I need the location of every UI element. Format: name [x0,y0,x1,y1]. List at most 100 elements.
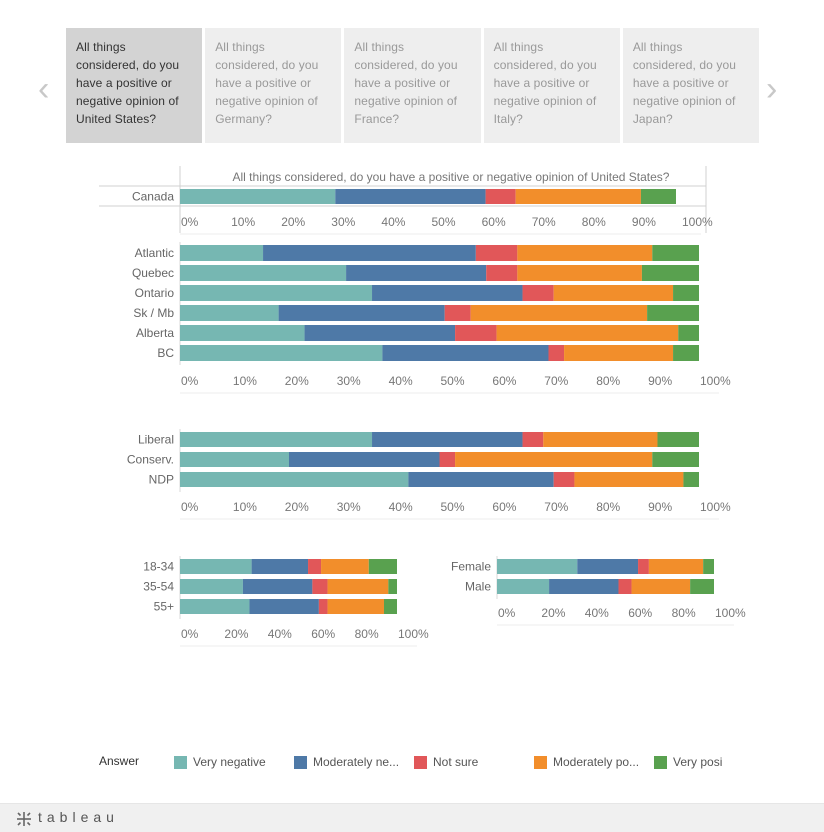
tick-label: 70% [544,500,568,514]
bar-segment [304,325,456,341]
bar-segment [180,245,264,261]
legend-title: Answer [99,754,140,768]
bar-segment [408,472,554,487]
bar-segment [372,432,523,447]
legend-item-moderately-negative[interactable]: Moderately ne... [294,752,399,772]
bar-segment [497,559,578,574]
tab-japan[interactable]: All things considered, do you have a pos… [622,28,760,143]
bar-segment [180,559,252,574]
bar-segment [180,432,373,447]
category-label: Male [465,580,491,594]
bar-segment [278,305,445,321]
bar-segment [517,265,642,281]
category-label: Canada [132,190,174,204]
bar-segment [497,579,550,594]
tick-label: 0% [181,374,199,388]
bar-segment [652,452,699,467]
category-label: BC [157,346,174,360]
tick-label: 0% [498,606,516,620]
bar-segment [549,579,619,594]
legend-item-very-negative[interactable]: Very negative [174,752,266,772]
tick-label: 80% [582,215,606,229]
bar-segment [640,189,676,204]
bar-segment [673,345,699,361]
tick-label: 0% [181,215,199,229]
category-label: 35-54 [143,580,174,594]
tick-label: 10% [233,374,257,388]
bar-segment [703,559,714,574]
legend-item-moderately-positive[interactable]: Moderately po... [534,752,639,772]
legend-label: Moderately ne... [313,755,400,769]
bar-segment [496,325,679,341]
tick-label: 100% [682,215,713,229]
bar-segment [388,579,397,594]
bar-segment [470,305,648,321]
bar-segment [288,452,440,467]
bar-segment [321,559,369,574]
tick-label: 90% [648,374,672,388]
bar-segment [543,432,658,447]
legend-label: Moderately po... [553,755,640,769]
bar-segment [180,265,347,281]
legend-item-not-sure[interactable]: Not sure [414,752,478,772]
bar-segment [486,265,518,281]
bar-segment [485,189,516,204]
legend: Answer Very negative Moderately ne... No… [99,752,739,772]
tab-united-states[interactable]: All things considered, do you have a pos… [66,28,203,143]
tick-label: 50% [441,500,465,514]
bar-segment [631,579,691,594]
tick-label: 70% [544,374,568,388]
bar-segment [652,245,699,261]
tableau-logo-icon [17,812,31,826]
tick-label: 20% [281,215,305,229]
bar-segment [180,472,409,487]
tick-label: 40% [381,215,405,229]
category-label: NDP [149,473,174,487]
tab-italy[interactable]: All things considered, do you have a pos… [483,28,620,143]
bar-segment [180,579,243,594]
tick-label: 80% [596,500,620,514]
tick-label: 50% [441,374,465,388]
tableau-logo-text: tableau [38,809,119,825]
bar-segment [180,325,305,341]
bar-segment [308,559,322,574]
next-arrow-icon[interactable]: › [766,70,778,108]
tick-label: 40% [268,627,292,641]
category-label: Ontario [135,286,175,300]
bar-segment [346,265,487,281]
tab-france[interactable]: All things considered, do you have a pos… [344,28,481,143]
category-label: 55+ [154,600,174,614]
bar-segment [647,305,699,321]
bar-segment [312,579,328,594]
bar-segment [180,305,279,321]
category-label: Quebec [132,266,174,280]
bar-segment [673,285,699,301]
bar-segment [372,285,523,301]
bar-segment [553,472,575,487]
bar-segment [318,599,328,614]
tick-label: 10% [233,500,257,514]
legend-label: Very negative [193,755,266,769]
bar-segment [180,345,383,361]
tick-label: 80% [596,374,620,388]
legend-swatch [294,755,307,769]
category-label: Conserv. [127,453,174,467]
bar-segment [335,189,486,204]
legend-item-very-positive[interactable]: Very posi [654,752,722,772]
bar-segment [251,559,309,574]
category-label: 18-34 [143,560,174,574]
tick-label: 10% [231,215,255,229]
category-label: Atlantic [135,246,174,260]
legend-label: Not sure [433,755,479,769]
category-label: Sk / Mb [133,306,174,320]
tick-label: 100% [700,374,731,388]
tab-germany[interactable]: All things considered, do you have a pos… [205,28,342,143]
bar-segment [455,452,653,467]
tick-label: 100% [715,606,746,620]
tableau-footer: tableau [0,803,824,832]
tick-label: 20% [224,627,248,641]
bar-segment [648,559,704,574]
previous-arrow-icon[interactable]: ‹ [38,70,50,108]
bar-segment [368,559,397,574]
tick-label: 70% [532,215,556,229]
